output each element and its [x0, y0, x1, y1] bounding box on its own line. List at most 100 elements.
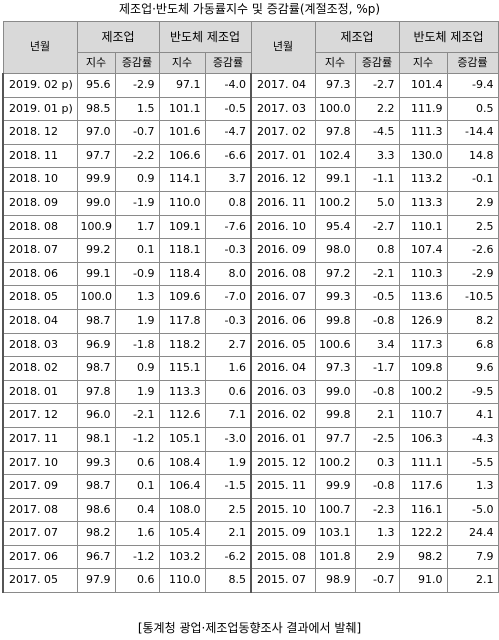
left-mfg-index-cell: 99.3 — [76, 450, 116, 476]
left-mfg-change-cell: -1.8 — [114, 332, 160, 358]
left-semi-change-cell: -7.0 — [204, 285, 252, 310]
right-semi-index-cell: 117.3 — [398, 332, 448, 358]
table-body: 2019. 02 p) 95.6 -2.9 97.1 -4.0 2017. 04 97.3-… — [2, 73, 499, 594]
header-year-month-left: 년월 — [2, 21, 78, 74]
left-year-month-cell: 2017. 07 — [2, 521, 78, 546]
right-mfg-change-cell: 0.3 — [354, 450, 400, 476]
left-mfg-change-cell: -2.1 — [114, 403, 160, 428]
right-mfg-change-cell: -2.5 — [354, 426, 400, 452]
left-semi-change-cell: -0.3 — [204, 238, 252, 263]
right-semi-index-cell: 111.1 — [398, 450, 448, 476]
header-manufacturing-right: 제조업 — [314, 21, 400, 53]
right-semi-change-cell: -14.4 — [446, 120, 499, 145]
table-row: 2018. 05 100.0 1.3 109.6 -7.0 2016. 07 99.3 -0.… — [2, 285, 499, 310]
right-mfg-index-cell: 100.7 — [314, 497, 356, 523]
header-row-top: 년월 제조업 반도체 제조업 년월 제조업 반도체 제조업 — [2, 21, 499, 74]
right-mfg-index-cell: 97.3 — [314, 356, 356, 381]
table-row: 2019. 02 p) 95.6 -2.9 97.1 -4.0 2017. 04 97.3-… — [2, 73, 499, 98]
left-semi-change-cell: -0.3 — [204, 308, 252, 334]
right-semi-index-cell: 111.9 — [398, 96, 448, 122]
left-mfg-change-cell: -1.9 — [114, 190, 160, 216]
right-year-month-cell: 2017. 03 — [250, 96, 316, 122]
right-mfg-index-cell: 100.2 — [314, 190, 356, 216]
left-semi-index-cell: 101.1 — [158, 96, 206, 122]
left-mfg-change-cell: 1.6 — [114, 521, 160, 546]
table-row: 2018. 10 99.9 0.9 114.1 3.7 2016. 12 99.1 -1.1 1… — [2, 167, 499, 192]
right-semi-change-cell: 14.8 — [446, 143, 499, 169]
left-mfg-change-cell: -2.9 — [114, 73, 160, 98]
table-row: 2018. 06 99.1 -0.9 118.4 8.0 2016. 08 97.2 -2.1… — [2, 261, 499, 287]
right-semi-index-cell: 100.2 — [398, 379, 448, 405]
table-row: 2018. 07 99.2 0.1 118.1 -0.3 2016. 09 98.0 0.8 1… — [2, 238, 499, 263]
left-mfg-change-cell: 0.9 — [114, 356, 160, 381]
table-row: 2018. 11 97.7 -2.2 106.6 -6.6 2017. 01 102.4 3.… — [2, 143, 499, 169]
header-change: 증감률 — [114, 52, 160, 74]
right-year-month-cell: 2016. 12 — [250, 167, 316, 192]
left-year-month-cell: 2017. 10 — [2, 450, 78, 476]
right-semi-index-cell: 113.6 — [398, 285, 448, 310]
right-mfg-change-cell: -0.5 — [354, 285, 400, 310]
right-semi-index-cell: 126.9 — [398, 308, 448, 334]
left-semi-change-cell: 2.5 — [204, 497, 252, 523]
right-mfg-index-cell: 99.8 — [314, 403, 356, 428]
left-mfg-change-cell: 0.9 — [114, 167, 160, 192]
left-mfg-index-cell: 99.1 — [76, 261, 116, 287]
right-year-month-cell: 2015. 12 — [250, 450, 316, 476]
right-mfg-change-cell: -2.3 — [354, 497, 400, 523]
right-semi-index-cell: 110.3 — [398, 261, 448, 287]
left-mfg-change-cell: 1.5 — [114, 96, 160, 122]
right-mfg-change-cell: -1.7 — [354, 356, 400, 381]
right-semi-change-cell: 8.2 — [446, 308, 499, 334]
right-semi-change-cell: 6.8 — [446, 332, 499, 358]
left-mfg-index-cell: 96.9 — [76, 332, 116, 358]
left-mfg-change-cell: -0.9 — [114, 261, 160, 287]
right-semi-index-cell: 101.4 — [398, 73, 448, 98]
header-semiconductor-right: 반도체 제조업 — [398, 21, 499, 53]
left-semi-change-cell: -6.2 — [204, 544, 252, 570]
right-mfg-index-cell: 100.0 — [314, 96, 356, 122]
right-semi-change-cell: 2.1 — [446, 568, 499, 594]
right-mfg-index-cell: 101.8 — [314, 544, 356, 570]
left-semi-change-cell: -3.0 — [204, 426, 252, 452]
left-mfg-index-cell: 98.7 — [76, 356, 116, 381]
right-semi-change-cell: -5.0 — [446, 497, 499, 523]
left-semi-index-cell: 115.1 — [158, 356, 206, 381]
left-mfg-index-cell: 99.9 — [76, 167, 116, 192]
table-row: 2017. 09 98.7 0.1 106.4 -1.5 2015. 11 99.9 -0.8… — [2, 474, 499, 499]
left-mfg-index-cell: 97.9 — [76, 568, 116, 594]
left-semi-index-cell: 118.4 — [158, 261, 206, 287]
table-row: 2018. 08 100.9 1.7 109.1 -7.6 2016. 10 95.4 -2.… — [2, 214, 499, 240]
header-index: 지수 — [314, 52, 356, 74]
left-mfg-index-cell: 96.7 — [76, 544, 116, 570]
table-row: 2017. 08 98.6 0.4 108.0 2.5 2015. 10 100.7 -2.3… — [2, 497, 499, 523]
right-year-month-cell: 2016. 09 — [250, 238, 316, 263]
right-year-month-cell: 2016. 10 — [250, 214, 316, 240]
right-semi-change-cell: 9.6 — [446, 356, 499, 381]
right-semi-change-cell: -9.4 — [446, 73, 499, 98]
right-mfg-index-cell: 99.1 — [314, 167, 356, 192]
left-mfg-index-cell: 100.9 — [76, 214, 116, 240]
left-semi-change-cell: 1.9 — [204, 450, 252, 476]
left-semi-index-cell: 103.2 — [158, 544, 206, 570]
right-semi-index-cell: 110.1 — [398, 214, 448, 240]
right-semi-change-cell: -2.9 — [446, 261, 499, 287]
header-index: 지수 — [76, 52, 116, 74]
left-mfg-change-cell: 0.4 — [114, 497, 160, 523]
right-mfg-change-cell: -0.7 — [354, 568, 400, 594]
left-mfg-index-cell: 98.6 — [76, 497, 116, 523]
left-semi-change-cell: 7.1 — [204, 403, 252, 428]
left-semi-change-cell: 8.5 — [204, 568, 252, 594]
left-mfg-index-cell: 100.0 — [76, 285, 116, 310]
left-semi-change-cell: -7.6 — [204, 214, 252, 240]
right-semi-change-cell: -10.5 — [446, 285, 499, 310]
left-year-month-cell: 2017. 06 — [2, 544, 78, 570]
right-mfg-index-cell: 98.0 — [314, 238, 356, 263]
right-semi-change-cell: 2.9 — [446, 190, 499, 216]
left-semi-change-cell: 0.8 — [204, 190, 252, 216]
header-manufacturing-left: 제조업 — [76, 21, 160, 53]
right-mfg-change-cell: 3.4 — [354, 332, 400, 358]
right-semi-change-cell: -5.5 — [446, 450, 499, 476]
left-mfg-index-cell: 97.8 — [76, 379, 116, 405]
right-year-month-cell: 2016. 03 — [250, 379, 316, 405]
header-change: 증감률 — [446, 52, 499, 74]
